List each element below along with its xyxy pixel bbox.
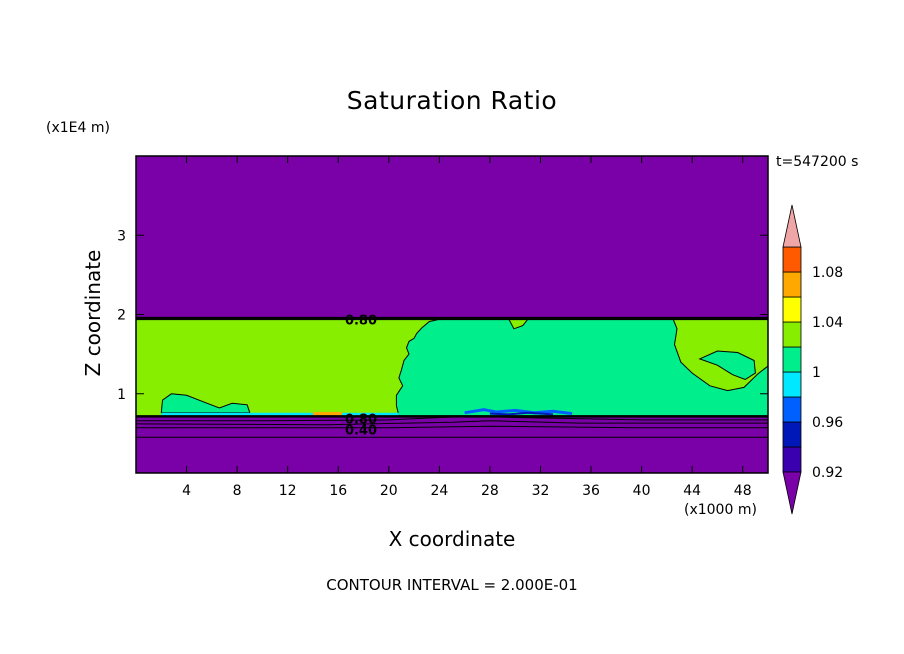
colorbar-over-triangle bbox=[782, 204, 802, 248]
x-tick-label: 16 bbox=[329, 483, 347, 499]
region-bottom-band-orange bbox=[312, 411, 343, 416]
region-dry-background bbox=[136, 156, 768, 473]
region-moist-patch-lower-left bbox=[160, 393, 251, 414]
colorbar-swatch bbox=[782, 371, 802, 398]
colorbar-swatch bbox=[782, 321, 802, 348]
colorbar-swatch bbox=[782, 271, 802, 298]
x-tick-label: 36 bbox=[582, 483, 600, 499]
colorbar-under-triangle bbox=[782, 471, 802, 515]
x-tick-label: 20 bbox=[380, 483, 398, 499]
x-tick-label: 48 bbox=[734, 483, 752, 499]
region-bottom-band-blue bbox=[464, 408, 573, 416]
contour-label: 0.40 bbox=[345, 423, 377, 438]
colorbar-tick-label: 0.92 bbox=[812, 465, 843, 481]
x-tick-label: 40 bbox=[633, 483, 651, 499]
contour-label: 0.80 bbox=[345, 313, 377, 328]
y-tick-label: 3 bbox=[117, 228, 126, 244]
colorbar-tick-label: 1 bbox=[812, 365, 821, 381]
contour-line-1 bbox=[136, 415, 768, 422]
colorbar-swatch bbox=[782, 396, 802, 423]
x-axis-unit: (x1000 m) bbox=[684, 502, 757, 518]
x-tick-label: 32 bbox=[532, 483, 550, 499]
x-tick-label: 4 bbox=[182, 483, 191, 499]
x-tick-label: 44 bbox=[683, 483, 701, 499]
colorbar: 0.92 0.96 1 1.04 1.08 bbox=[782, 204, 843, 515]
colorbar-tick-label: 0.96 bbox=[812, 415, 843, 431]
x-tick-label: 8 bbox=[233, 483, 242, 499]
x-tick-label: 28 bbox=[481, 483, 499, 499]
contour-interval-note: CONTOUR INTERVAL = 2.000E-01 bbox=[326, 576, 578, 594]
plot-area: 0.800.800.40 bbox=[135, 156, 769, 473]
colorbar-swatch bbox=[782, 346, 802, 373]
x-tick-label: 12 bbox=[279, 483, 297, 499]
region-bottom-band bbox=[161, 412, 399, 416]
region-moist-small-patch-right bbox=[698, 350, 756, 381]
contour-line-3 bbox=[136, 425, 768, 429]
y-tick-label: 1 bbox=[117, 387, 126, 403]
contour-line-2 bbox=[135, 420, 768, 426]
contour-label: 0.80 bbox=[345, 412, 377, 427]
region-bottom-band-darkblue bbox=[489, 411, 554, 416]
time-label: t=547200 s bbox=[776, 154, 859, 170]
colorbar-swatch bbox=[782, 246, 802, 273]
x-tick-label: 24 bbox=[430, 483, 448, 499]
x-axis-title: X coordinate bbox=[388, 527, 516, 551]
colorbar-swatch bbox=[782, 446, 802, 473]
colorbar-swatch bbox=[782, 296, 802, 323]
colorbar-tick-label: 1.04 bbox=[812, 315, 843, 331]
colorbar-tick-label: 1.08 bbox=[812, 265, 843, 281]
chart-title: Saturation Ratio bbox=[346, 86, 558, 115]
z-axis-unit: (x1E4 m) bbox=[46, 120, 110, 136]
y-tick-label: 2 bbox=[117, 308, 126, 324]
colorbar-swatch bbox=[782, 421, 802, 448]
